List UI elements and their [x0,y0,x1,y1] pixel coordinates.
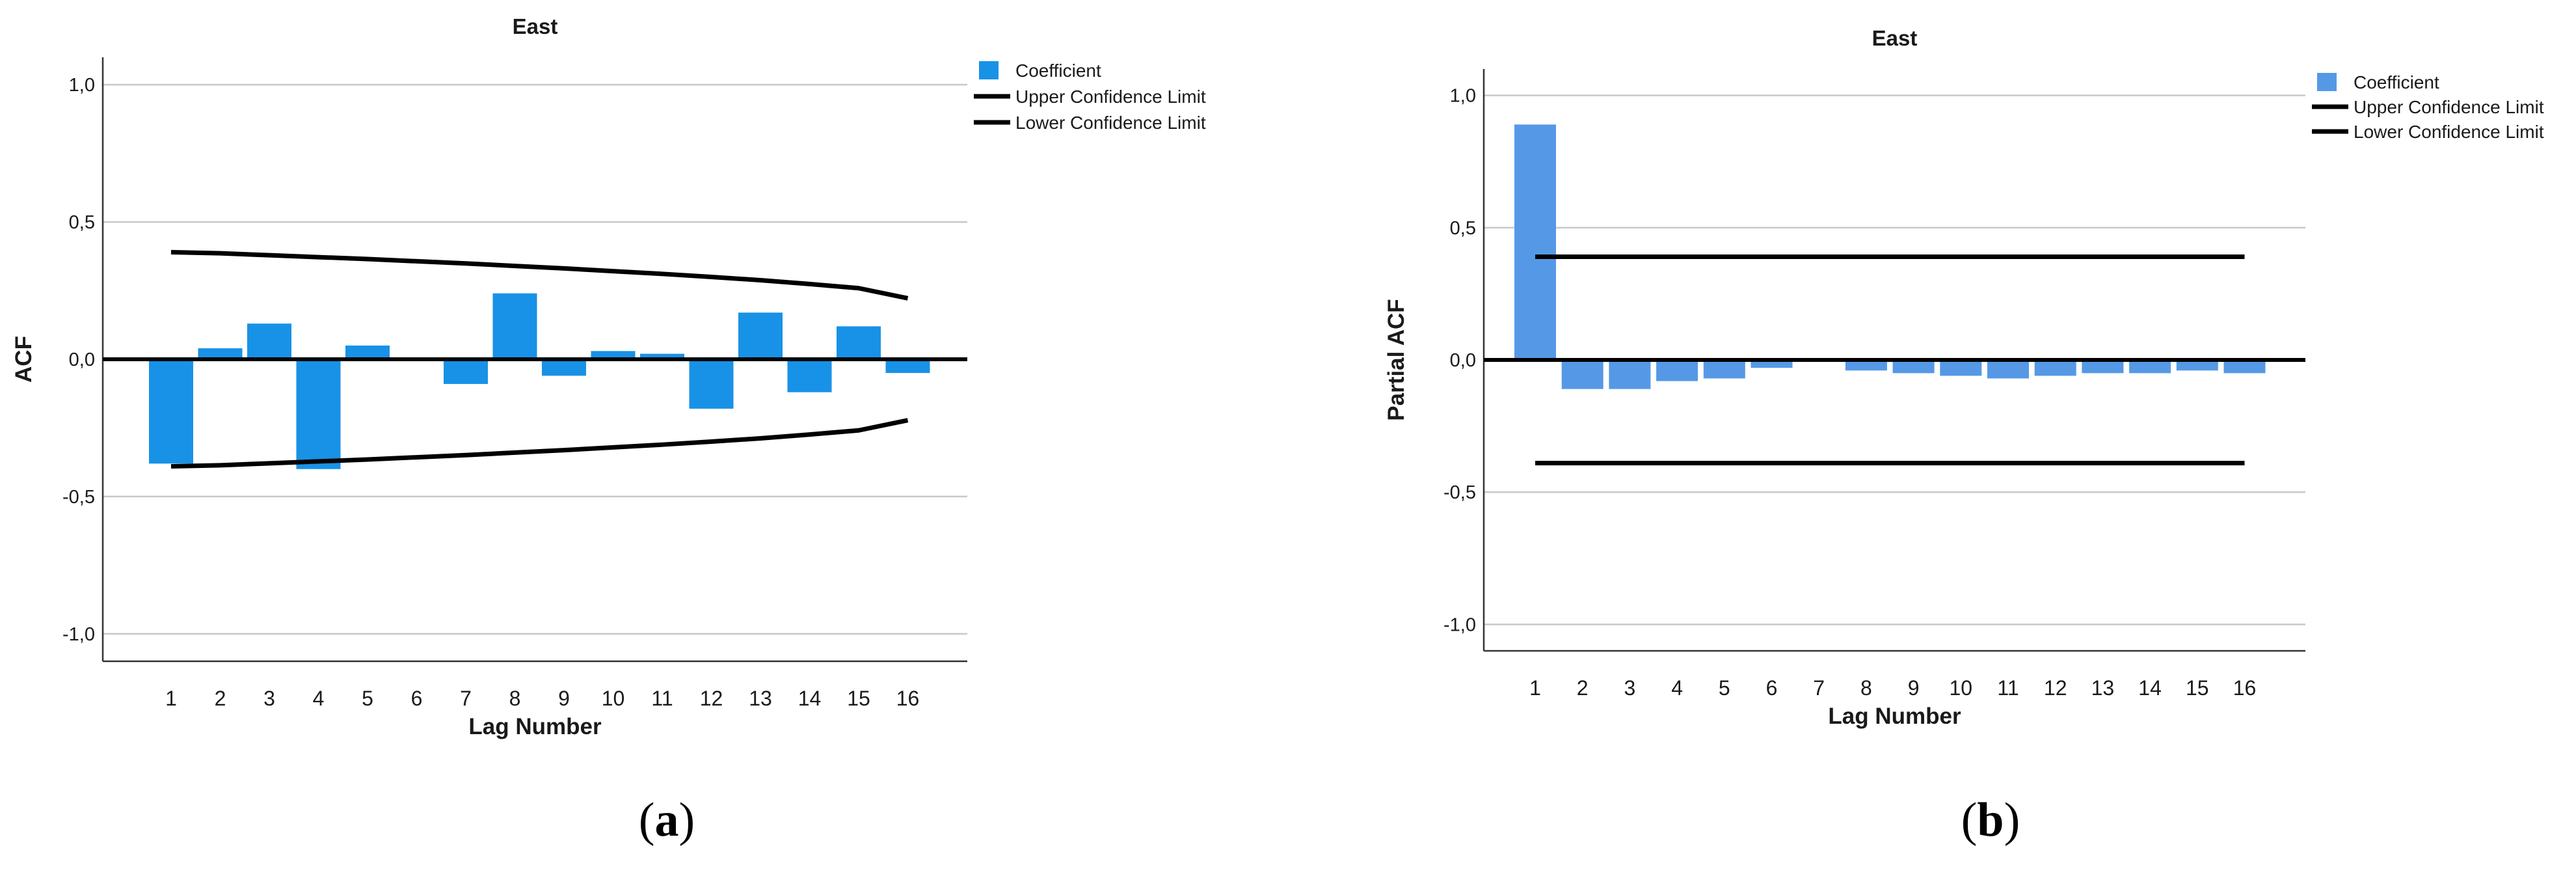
x-tick-label: 3 [263,687,275,710]
bar-lag-14 [787,359,832,392]
x-tick-label: 5 [362,687,373,710]
bar-lag-16 [2223,360,2266,374]
x-tick-label: 16 [2233,676,2257,700]
bar-lag-12 [2034,360,2076,376]
y-axis-label: ACF [11,336,36,383]
y-tick-label: 0,5 [1450,218,1476,239]
y-tick-label: 0,0 [1450,350,1476,371]
bar-lag-15 [2176,360,2218,371]
x-tick-label: 2 [1577,676,1589,700]
x-tick-label: 12 [700,687,723,710]
y-tick-label: -0,5 [62,487,95,508]
x-tick-label: 3 [1624,676,1636,700]
bar-lag-6 [1751,360,1793,368]
legend-label: Upper Confidence Limit [1015,87,1206,107]
y-tick-label: -1,0 [62,624,95,645]
x-tick-label: 9 [1908,676,1920,700]
x-tick-label: 8 [1860,676,1872,700]
panel-label: (a) [639,793,695,847]
bar-lag-3 [1609,360,1651,389]
chart-title: East [513,14,558,38]
bar-lag-13 [2082,360,2124,374]
legend-label: Coefficient [1015,61,1101,81]
x-tick-label: 15 [2186,676,2209,700]
legend-label: Lower Confidence Limit [2354,122,2544,142]
x-tick-label: 16 [896,687,920,710]
x-tick-label: 12 [2044,676,2067,700]
bar-lag-13 [738,312,783,359]
bar-lag-7 [444,359,488,384]
x-tick-label: 6 [1766,676,1778,700]
y-tick-label: 0,5 [69,212,95,233]
bar-lag-10 [591,351,636,359]
chart-panel-a: -1,0-0,50,00,51,01 2 3 4 5 6 7 8 9 10 11 12 13 14 15 16… [11,14,1206,847]
x-tick-label: 4 [1671,676,1683,700]
x-tick-label: 13 [749,687,772,710]
bar-lag-1 [149,359,193,464]
y-tick-label: 0,0 [69,350,95,370]
bar-lag-9 [1892,360,1935,374]
legend: Coefficient Upper Confidence Limit Lower C… [2312,72,2544,142]
legend: Coefficient Upper Confidence Limit Lower C… [974,61,1206,133]
x-tick-label: 5 [1719,676,1730,700]
bar-lag-10 [1940,360,1982,376]
bar-lag-4 [1656,360,1698,381]
x-axis-label: Lag Number [1828,704,1961,729]
x-tick-label: 14 [2138,676,2162,700]
bar-lag-8 [492,293,537,359]
y-axis-label: Partial ACF [1384,299,1409,420]
bar-lag-9 [542,359,586,376]
bar-lag-11 [640,353,684,359]
legend-label: Coefficient [2354,72,2439,92]
bar-lag-2 [198,348,243,359]
x-tick-label: 14 [798,687,822,710]
x-tick-label: 13 [2091,676,2115,700]
chart-panel-b: -1,0-0,50,00,51,01 2 3 4 5 6 7 8 9 10 11 12 13 14 15 16… [1384,26,2544,847]
legend-swatch-coefficient [979,61,999,79]
x-tick-label: 4 [313,687,325,710]
x-tick-label: 2 [215,687,226,710]
x-tick-label: 6 [411,687,423,710]
bar-lag-5 [1703,360,1745,379]
bar-lag-4 [296,359,341,469]
y-tick-label: -0,5 [1443,482,1476,503]
x-tick-label: 10 [1950,676,1973,700]
panel-label: (b) [1961,793,2020,847]
legend-label: Upper Confidence Limit [2354,97,2544,117]
bar-lag-5 [345,345,390,359]
x-tick-label: 8 [509,687,521,710]
x-tick-label: 7 [460,687,472,710]
x-tick-label: 7 [1813,676,1825,700]
bar-lag-15 [837,326,881,359]
chart-title: East [1872,26,1918,50]
x-tick-label: 10 [602,687,625,710]
bar-lag-2 [1561,360,1603,389]
x-tick-label: 1 [165,687,177,710]
x-tick-label: 1 [1529,676,1541,700]
x-tick-label: 15 [847,687,870,710]
bar-lag-3 [247,323,291,359]
x-tick-label: 11 [1997,676,2019,700]
x-axis-label: Lag Number [468,714,602,739]
bar-lag-11 [1987,360,2029,379]
bar-lag-1 [1514,124,1556,360]
y-tick-label: 1,0 [69,75,95,96]
bar-lag-16 [885,359,930,374]
x-tick-label: 9 [558,687,570,710]
x-tick-label: 11 [651,687,673,710]
bar-lag-8 [1845,360,1887,371]
bar-lag-12 [689,359,734,409]
bar-lag-14 [2129,360,2171,374]
legend-label: Lower Confidence Limit [1015,113,1206,133]
y-tick-label: -1,0 [1443,614,1476,635]
lower-confidence-line [170,418,909,469]
upper-confidence-line [170,249,909,301]
legend-swatch-coefficient [2317,73,2337,91]
y-tick-label: 1,0 [1450,86,1476,107]
